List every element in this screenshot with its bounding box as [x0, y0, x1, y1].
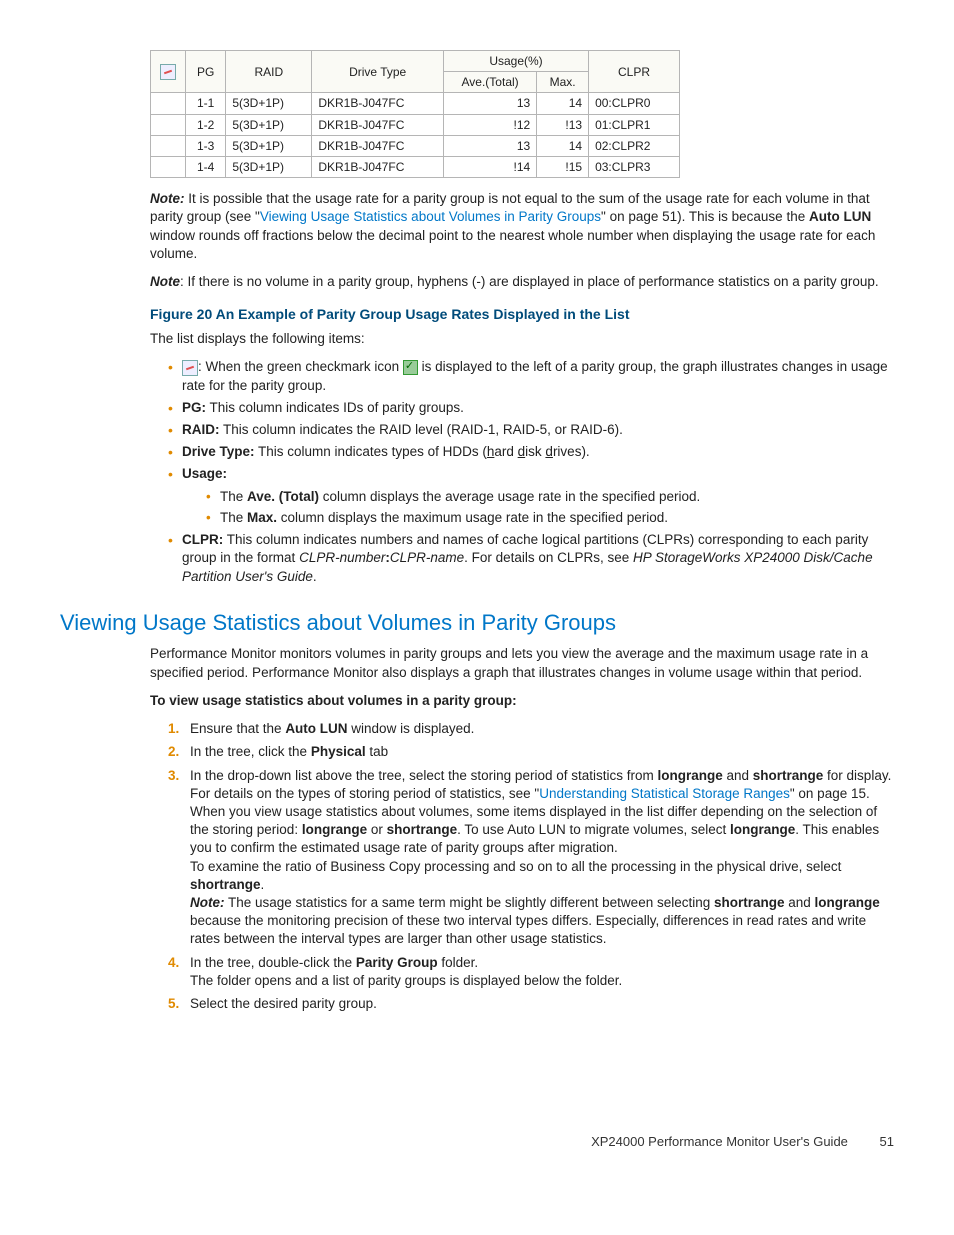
col-usage-ave: Ave.(Total)	[443, 72, 536, 93]
page-number: 51	[880, 1134, 894, 1149]
list-item: PG: This column indicates IDs of parity …	[168, 399, 894, 417]
col-usage-group: Usage(%)	[443, 51, 588, 72]
list-intro: The list displays the following items:	[150, 330, 894, 348]
list-item: CLPR: This column indicates numbers and …	[168, 531, 894, 586]
table-row: 1-1 5(3D+1P) DKR1B-J047FC 13 14 00:CLPR0	[151, 93, 680, 114]
note-paragraph: Note: It is possible that the usage rate…	[150, 190, 894, 263]
col-raid: RAID	[226, 51, 312, 93]
step: In the tree, click the Physical tab	[168, 743, 894, 761]
parity-group-table: PG RAID Drive Type Usage(%) CLPR Ave.(To…	[150, 50, 680, 178]
list-item: Drive Type: This column indicates types …	[168, 443, 894, 461]
page-content: PG RAID Drive Type Usage(%) CLPR Ave.(To…	[150, 50, 894, 1013]
table-row: 1-3 5(3D+1P) DKR1B-J047FC 13 14 02:CLPR2	[151, 135, 680, 156]
col-usage-max: Max.	[537, 72, 589, 93]
list-item: The Ave. (Total) column displays the ave…	[206, 488, 894, 506]
note-paragraph: Note: If there is no volume in a parity …	[150, 273, 894, 291]
list-item: RAID: This column indicates the RAID lev…	[168, 421, 894, 439]
figure-caption: Figure 20 An Example of Parity Group Usa…	[150, 305, 894, 324]
page-footer: XP24000 Performance Monitor User's Guide…	[60, 1133, 894, 1151]
graph-icon	[160, 64, 176, 80]
list-item: : When the green checkmark icon is displ…	[168, 358, 894, 394]
procedure-steps: Ensure that the Auto LUN window is displ…	[150, 720, 894, 1013]
link-storage-ranges[interactable]: Understanding Statistical Storage Ranges	[539, 786, 790, 801]
graph-icon	[182, 360, 198, 376]
table-row: 1-4 5(3D+1P) DKR1B-J047FC !14 !15 03:CLP…	[151, 156, 680, 177]
col-drive: Drive Type	[312, 51, 444, 93]
step: In the drop-down list above the tree, se…	[168, 767, 894, 949]
step: Select the desired parity group.	[168, 995, 894, 1013]
footer-title: XP24000 Performance Monitor User's Guide	[591, 1134, 848, 1149]
green-checkmark-icon	[403, 360, 418, 375]
col-icon	[151, 51, 186, 93]
column-list: : When the green checkmark icon is displ…	[150, 358, 894, 585]
col-clpr: CLPR	[589, 51, 680, 93]
procedure-title: To view usage statistics about volumes i…	[150, 692, 894, 710]
step: In the tree, double-click the Parity Gro…	[168, 954, 894, 990]
section-heading: Viewing Usage Statistics about Volumes i…	[60, 608, 894, 638]
col-pg: PG	[186, 51, 226, 93]
section-intro: Performance Monitor monitors volumes in …	[150, 645, 894, 681]
step: Ensure that the Auto LUN window is displ…	[168, 720, 894, 738]
table-row: 1-2 5(3D+1P) DKR1B-J047FC !12 !13 01:CLP…	[151, 114, 680, 135]
link-volumes-stats[interactable]: Viewing Usage Statistics about Volumes i…	[260, 209, 601, 224]
list-item: The Max. column displays the maximum usa…	[206, 509, 894, 527]
list-item: Usage: The Ave. (Total) column displays …	[168, 465, 894, 527]
